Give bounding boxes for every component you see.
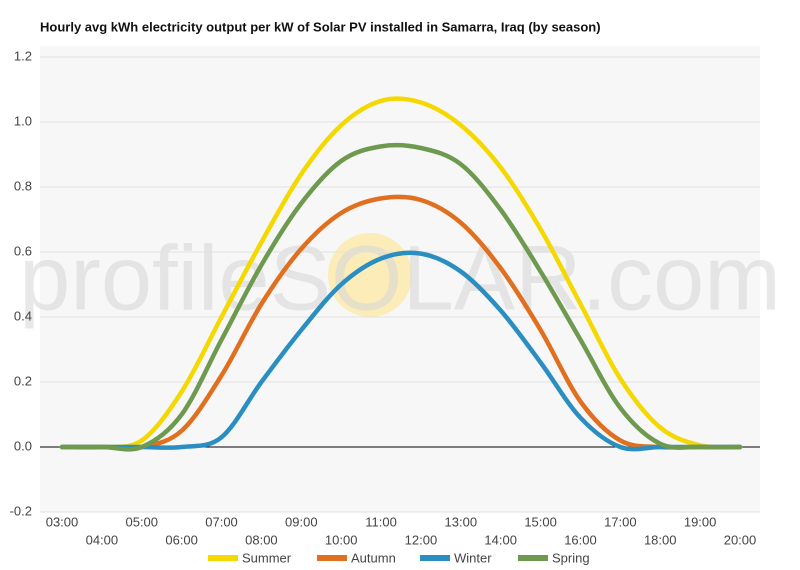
x-tick-label: 17:00	[604, 514, 637, 529]
legend-swatch	[208, 555, 238, 561]
x-tick-label: 15:00	[524, 514, 557, 529]
series-line	[59, 142, 743, 452]
y-tick-label: 1.2	[14, 48, 32, 63]
x-tick-label: 03:00	[46, 514, 79, 529]
x-tick-label: 09:00	[285, 514, 318, 529]
x-tick-label: 10:00	[325, 532, 358, 547]
x-tick-label: 04:00	[86, 532, 119, 547]
x-tick-label: 19:00	[684, 514, 717, 529]
x-tick-label: 06:00	[165, 532, 198, 547]
series-line	[59, 250, 743, 452]
chart-title: Hourly avg kWh electricity output per kW…	[40, 19, 601, 34]
x-tick-label: 16:00	[564, 532, 597, 547]
y-tick-label: 0.2	[14, 373, 32, 388]
y-tick-label: 0.8	[14, 178, 32, 193]
y-tick-label: -0.2	[10, 503, 32, 518]
x-tick-label: 05:00	[125, 514, 158, 529]
x-tick-label: 20:00	[724, 532, 757, 547]
x-tick-label: 13:00	[445, 514, 478, 529]
legend-label: Summer	[242, 550, 292, 565]
legend-swatch	[317, 555, 347, 561]
series-line	[59, 96, 743, 450]
y-tick-label: 0.4	[14, 308, 32, 323]
y-tick-label: 1.0	[14, 113, 32, 128]
series-line	[59, 194, 743, 451]
x-tick-label: 12:00	[405, 532, 438, 547]
x-tick-label: 18:00	[644, 532, 677, 547]
legend-label: Winter	[454, 550, 492, 565]
watermark: profileSOLAR.com	[19, 227, 781, 329]
legend-label: Spring	[552, 550, 590, 565]
x-tick-label: 07:00	[205, 514, 238, 529]
y-tick-label: 0.6	[14, 243, 32, 258]
x-tick-label: 11:00	[365, 514, 397, 529]
legend-swatch	[518, 555, 548, 561]
legend-label: Autumn	[351, 550, 396, 565]
y-tick-label: 0.0	[14, 438, 32, 453]
legend-swatch	[420, 555, 450, 561]
x-tick-label: 14:00	[484, 532, 517, 547]
x-tick-label: 08:00	[245, 532, 278, 547]
